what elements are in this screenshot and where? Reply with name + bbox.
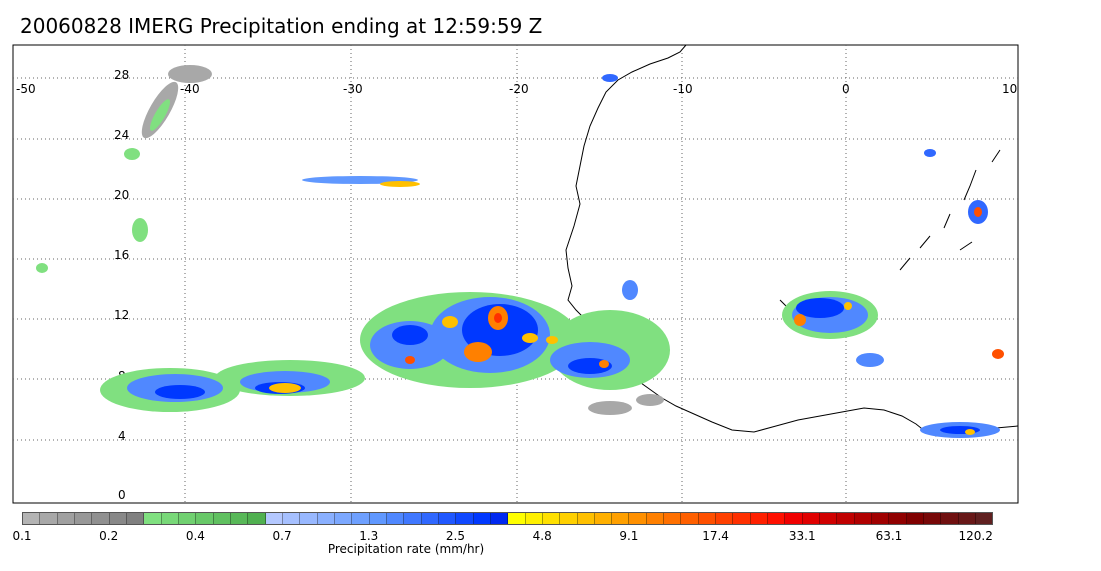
lon-tick-labels: -50 -40 -30 -20 -10 0 10 xyxy=(16,82,1017,96)
colorbar-swatch xyxy=(802,513,821,524)
colorbar-swatch xyxy=(820,513,838,524)
colorbar-swatch xyxy=(560,513,578,524)
lat-tick-label: 4 xyxy=(118,429,126,443)
colorbar-swatch xyxy=(473,513,491,524)
colorbar-swatch xyxy=(57,513,75,524)
colorbar-tick-label: 0.7 xyxy=(272,529,292,543)
colorbar-swatch xyxy=(768,513,786,524)
colorbar-swatch xyxy=(369,513,387,524)
colorbar-swatch xyxy=(92,513,110,524)
colorbar-swatch xyxy=(421,513,439,524)
colorbar-swatch xyxy=(889,513,907,524)
lon-tick-label: -40 xyxy=(180,82,200,96)
precipitation-map: -50 -40 -30 -20 -10 0 10 28 24 20 16 12 … xyxy=(12,44,1019,504)
colorbar-swatch xyxy=(508,513,526,524)
colorbar-swatch xyxy=(161,513,179,524)
colorbar-swatch xyxy=(490,513,509,524)
colorbar-swatch xyxy=(334,513,353,524)
gridlines xyxy=(13,45,1018,503)
colorbar xyxy=(22,512,993,525)
colorbar-swatch xyxy=(23,513,41,524)
colorbar-swatch xyxy=(924,513,942,524)
colorbar-swatch xyxy=(248,513,266,524)
lon-tick-label: -10 xyxy=(673,82,693,96)
lat-tick-label: 20 xyxy=(114,188,129,202)
colorbar-swatch xyxy=(265,513,283,524)
colorbar-tick-label: 0.2 xyxy=(99,529,119,543)
colorbar-swatch xyxy=(300,513,318,524)
colorbar-tick-label: 33.1 xyxy=(788,529,816,543)
colorbar-swatch xyxy=(525,513,543,524)
colorbar-swatch xyxy=(612,513,630,524)
colorbar-swatch xyxy=(386,513,405,524)
colorbar-swatch xyxy=(542,513,561,524)
colorbar-swatch xyxy=(872,513,890,524)
colorbar-swatch xyxy=(109,513,127,524)
colorbar-swatch xyxy=(664,513,682,524)
colorbar-swatch xyxy=(317,513,335,524)
colorbar-swatch xyxy=(282,513,301,524)
colorbar-swatch xyxy=(629,513,647,524)
lat-tick-label: 28 xyxy=(114,68,129,82)
lon-tick-label: -20 xyxy=(509,82,529,96)
lon-tick-label: 0 xyxy=(842,82,850,96)
colorbar-swatch xyxy=(906,513,925,524)
precipitation-field xyxy=(36,65,1004,438)
lat-tick-label: 16 xyxy=(114,248,129,262)
colorbar-swatch xyxy=(144,513,162,524)
colorbar-swatch xyxy=(698,513,717,524)
colorbar-tick-label: 9.1 xyxy=(619,529,639,543)
colorbar-swatch xyxy=(404,513,422,524)
colorbar-swatch xyxy=(681,513,699,524)
colorbar-swatch xyxy=(941,513,959,524)
colorbar-swatch xyxy=(213,513,231,524)
colorbar-swatch xyxy=(785,513,803,524)
colorbar-tick-label: 0.1 xyxy=(12,529,32,543)
colorbar-swatch xyxy=(178,513,197,524)
colorbar-swatch xyxy=(196,513,214,524)
colorbar-title: Precipitation rate (mm/hr) xyxy=(327,542,485,556)
colorbar-swatch xyxy=(456,513,474,524)
colorbar-swatch xyxy=(958,513,977,524)
colorbar-swatch xyxy=(854,513,873,524)
lat-tick-label: 0 xyxy=(118,488,126,502)
lon-tick-label: 10 xyxy=(1002,82,1017,96)
colorbar-swatch xyxy=(646,513,665,524)
colorbar-tick-label: 17.4 xyxy=(702,529,729,543)
colorbar-tick-label: 1.3 xyxy=(359,529,379,543)
colorbar-tick-label: 2.5 xyxy=(445,529,466,543)
colorbar-swatch xyxy=(126,513,145,524)
colorbar-swatch xyxy=(716,513,734,524)
colorbar-tick-label: 63.1 xyxy=(875,529,903,543)
map-title: 20060828 IMERG Precipitation ending at 1… xyxy=(20,14,543,38)
lat-tick-label: 24 xyxy=(114,128,129,142)
colorbar-swatch xyxy=(594,513,613,524)
colorbar-swatch xyxy=(74,513,93,524)
colorbar-swatch xyxy=(40,513,58,524)
map-frame xyxy=(12,44,1019,504)
colorbar-swatch xyxy=(577,513,595,524)
colorbar-tick-label: 0.4 xyxy=(185,529,205,543)
lon-tick-label: -50 xyxy=(16,82,36,96)
colorbar-swatch xyxy=(438,513,457,524)
colorbar-swatch xyxy=(750,513,769,524)
lon-tick-label: -30 xyxy=(343,82,363,96)
colorbar-swatch xyxy=(352,513,370,524)
colorbar-swatch xyxy=(733,513,751,524)
colorbar-tick-label: 4.8 xyxy=(532,529,552,543)
colorbar-swatch xyxy=(837,513,855,524)
colorbar-tick-label: 120.2 xyxy=(958,529,993,543)
lat-tick-label: 12 xyxy=(114,308,129,322)
colorbar-swatch xyxy=(976,513,993,524)
colorbar-swatch xyxy=(230,513,249,524)
